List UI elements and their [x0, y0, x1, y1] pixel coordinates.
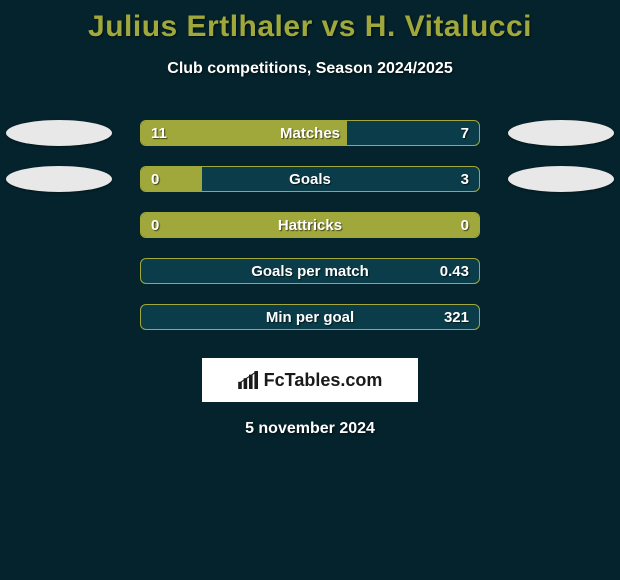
stat-bar: 11Matches7	[140, 120, 480, 146]
date-line: 5 november 2024	[0, 420, 620, 438]
page-title: Julius Ertlhaler vs H. Vitalucci	[0, 0, 620, 44]
bars-icon	[238, 371, 260, 389]
stats-rows: 11Matches70Goals30Hattricks0Goals per ma…	[0, 114, 620, 344]
stats-card: Julius Ertlhaler vs H. Vitalucci Club co…	[0, 0, 620, 580]
brand-rest: Tables.com	[285, 370, 383, 390]
stat-bar: Goals per match0.43	[140, 258, 480, 284]
stat-right-value: 7	[461, 121, 469, 145]
player-right-marker	[508, 120, 614, 146]
stat-bar: Min per goal321	[140, 304, 480, 330]
stat-right-value: 0.43	[440, 259, 469, 283]
stat-label: Min per goal	[141, 305, 479, 329]
stat-row: 0Hattricks0	[0, 206, 620, 252]
player-right-marker	[508, 166, 614, 192]
stat-right-value: 3	[461, 167, 469, 191]
stat-row: 0Goals3	[0, 160, 620, 206]
stat-bar: 0Goals3	[140, 166, 480, 192]
stat-row: Min per goal321	[0, 298, 620, 344]
brand-logo: FcTables.com	[202, 358, 418, 402]
brand-first: Fc	[264, 370, 285, 390]
brand-text: FcTables.com	[264, 370, 383, 391]
stat-label: Hattricks	[141, 213, 479, 237]
stat-row: 11Matches7	[0, 114, 620, 160]
subtitle: Club competitions, Season 2024/2025	[0, 60, 620, 78]
stat-row: Goals per match0.43	[0, 252, 620, 298]
player-left-marker	[6, 166, 112, 192]
stat-right-value: 321	[444, 305, 469, 329]
stat-bar: 0Hattricks0	[140, 212, 480, 238]
stat-label: Goals per match	[141, 259, 479, 283]
stat-right-value: 0	[461, 213, 469, 237]
player-left-marker	[6, 120, 112, 146]
stat-label: Matches	[141, 121, 479, 145]
stat-label: Goals	[141, 167, 479, 191]
